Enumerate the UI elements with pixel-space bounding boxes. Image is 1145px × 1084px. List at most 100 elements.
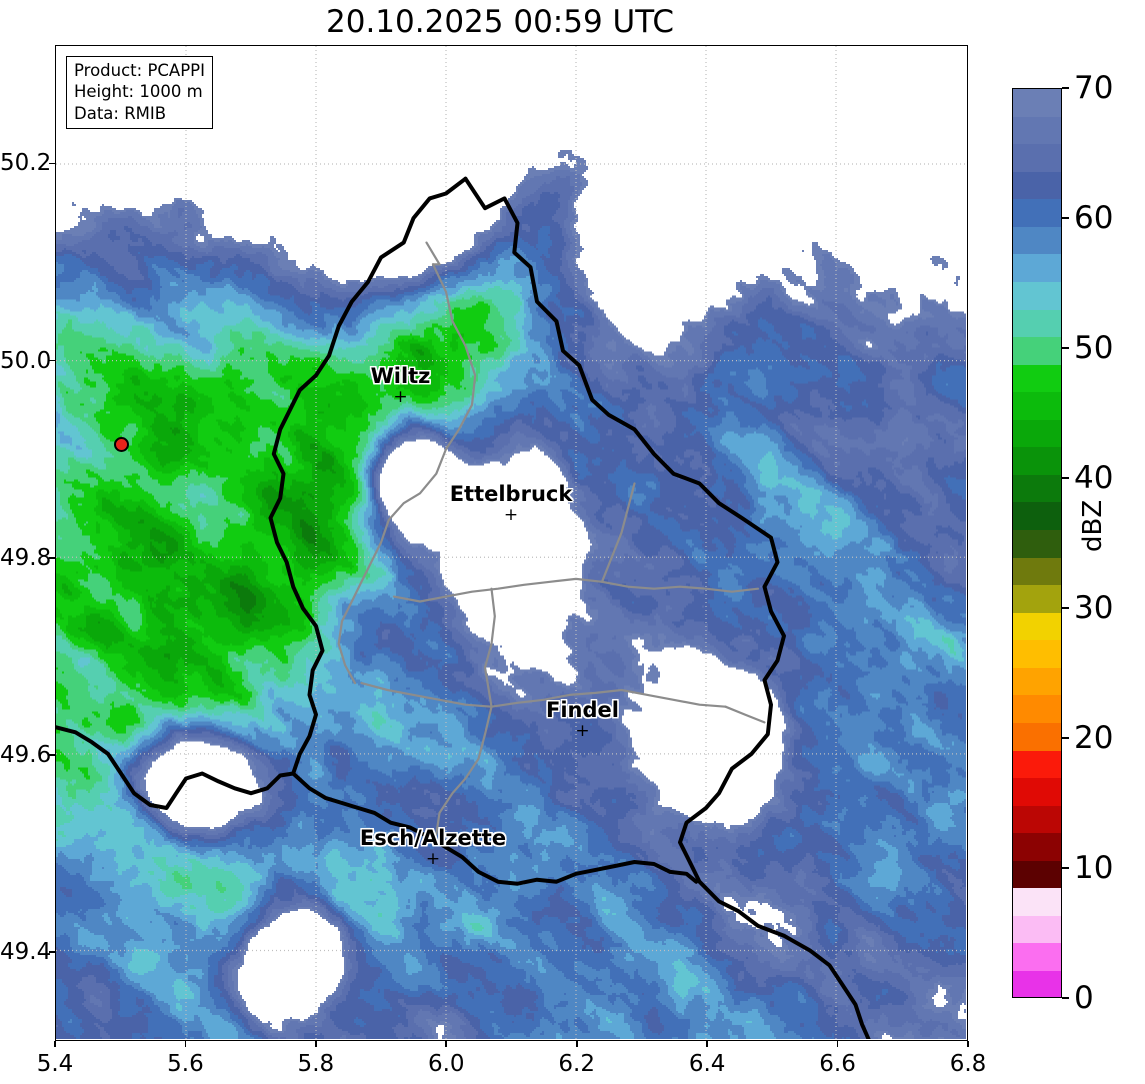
colorbar-band — [1013, 447, 1061, 475]
x-axis-tick — [967, 1041, 969, 1047]
colorbar-band — [1013, 144, 1061, 172]
page-title: 20.10.2025 00:59 UTC — [326, 4, 674, 40]
colorbar-band — [1013, 695, 1061, 723]
colorbar-band — [1013, 226, 1061, 255]
border-path — [483, 587, 496, 708]
border-path — [435, 705, 493, 836]
colorbar-band — [1013, 833, 1061, 861]
colorbar-axis-label: dBZ — [1078, 499, 1108, 552]
x-axis-tick-label: 6.6 — [819, 1051, 856, 1077]
border-path — [463, 176, 871, 1039]
colorbar[interactable]: 0 10 20 30 40 50 60 70 — [1012, 70, 1113, 1016]
y-axis-tick-label: 49.6 — [0, 742, 52, 769]
x-axis-tick-label: 6.0 — [427, 1051, 465, 1077]
colorbar-band — [1013, 640, 1061, 668]
colorbar-tick-label: 50 — [1074, 330, 1114, 366]
colorbar-tick — [1062, 607, 1069, 609]
country-border-line — [56, 176, 871, 1039]
colorbar-tick — [1062, 737, 1069, 739]
info-data: Data: RMIB — [74, 103, 167, 123]
x-axis-tick-label: 5.6 — [167, 1051, 204, 1077]
colorbar-band — [1013, 612, 1061, 641]
colorbar-band — [1013, 915, 1061, 944]
product-info-box: Product: PCAPPI Height: 1000 m Data: RMI… — [66, 56, 213, 130]
x-axis-tick-label: 5.4 — [36, 1051, 74, 1077]
district-border-lines — [337, 241, 766, 836]
x-axis-tick-label: 6.8 — [949, 1051, 987, 1077]
y-axis-tick — [49, 162, 55, 165]
x-axis-tick — [706, 1041, 708, 1047]
y-axis-tick — [49, 359, 55, 362]
colorbar-tick-label: 0 — [1074, 980, 1094, 1016]
colorbar-band — [1013, 585, 1061, 613]
info-product: Product: PCAPPI — [74, 61, 205, 80]
colorbar-band — [1013, 667, 1061, 696]
colorbar-tick-label: 10 — [1074, 850, 1114, 886]
y-axis-tick — [49, 951, 55, 954]
grid-lines — [56, 46, 966, 1039]
y-axis-tick — [49, 754, 55, 756]
x-axis-tick — [184, 1041, 187, 1047]
y-axis-tick-label: 49.8 — [0, 544, 52, 571]
colorbar-tick — [1062, 477, 1069, 479]
y-axis-tick — [49, 556, 55, 559]
border-path — [724, 705, 766, 724]
x-axis-tick — [315, 1041, 317, 1047]
border-path — [392, 577, 760, 603]
colorbar-tick-label: 20 — [1074, 720, 1114, 756]
colorbar-band — [1013, 281, 1061, 310]
border-path — [425, 241, 441, 266]
radar-station-marker[interactable] — [113, 436, 129, 452]
x-axis-tick — [575, 1041, 578, 1047]
info-height: Height: 1000 m — [74, 82, 203, 102]
colorbar-tick — [1062, 217, 1069, 219]
border-path — [56, 725, 296, 810]
colorbar-band — [1013, 722, 1061, 751]
x-axis-tick — [836, 1041, 839, 1047]
colorbar-band — [1013, 805, 1061, 834]
colorbar-band — [1013, 943, 1061, 971]
border-path — [360, 681, 727, 708]
radar-plot-area[interactable]: Product: PCAPPI Height: 1000 m Data: RMI… — [55, 45, 968, 1041]
colorbar-tick — [1062, 347, 1069, 349]
colorbar-band — [1013, 171, 1061, 200]
colorbar-band — [1013, 116, 1061, 145]
x-axis-tick-label: 6.4 — [688, 1051, 726, 1077]
x-axis-tick-label: 6.2 — [558, 1051, 595, 1077]
colorbar-tick-label: 60 — [1074, 200, 1114, 236]
colorbar-band — [1013, 337, 1061, 365]
colorbar-tick-label: 70 — [1074, 70, 1114, 106]
colorbar-band — [1013, 419, 1061, 448]
colorbar-band — [1013, 309, 1061, 338]
colorbar-band — [1013, 557, 1061, 586]
colorbar-band — [1013, 364, 1061, 393]
colorbar-tick-label: 40 — [1074, 460, 1114, 496]
colorbar-band — [1013, 860, 1061, 889]
colorbar-band — [1013, 254, 1061, 282]
colorbar-tick — [1062, 997, 1069, 999]
colorbar-tick-label: 30 — [1074, 590, 1114, 626]
colorbar-tick — [1062, 867, 1069, 869]
colorbar-gradient — [1012, 88, 1062, 998]
border-path — [337, 263, 477, 685]
colorbar-tick — [1062, 87, 1069, 89]
border-path — [600, 482, 636, 583]
colorbar-band — [1013, 888, 1061, 916]
colorbar-band — [1013, 971, 1061, 997]
colorbar-band — [1013, 778, 1061, 806]
colorbar-band — [1013, 392, 1061, 420]
border-path — [268, 176, 699, 886]
colorbar-band — [1013, 199, 1061, 227]
colorbar-band — [1013, 474, 1061, 503]
y-axis-tick-label: 50.0 — [0, 347, 52, 374]
colorbar-band — [1013, 530, 1061, 558]
x-axis-tick-label: 5.8 — [297, 1051, 335, 1077]
colorbar-band — [1013, 502, 1061, 530]
colorbar-band — [1013, 750, 1061, 779]
y-axis-tick-label: 50.2 — [0, 150, 52, 177]
x-axis-tick — [54, 1041, 56, 1047]
map-overlay — [56, 46, 966, 1039]
x-axis-tick — [445, 1041, 448, 1047]
colorbar-band — [1013, 89, 1061, 117]
